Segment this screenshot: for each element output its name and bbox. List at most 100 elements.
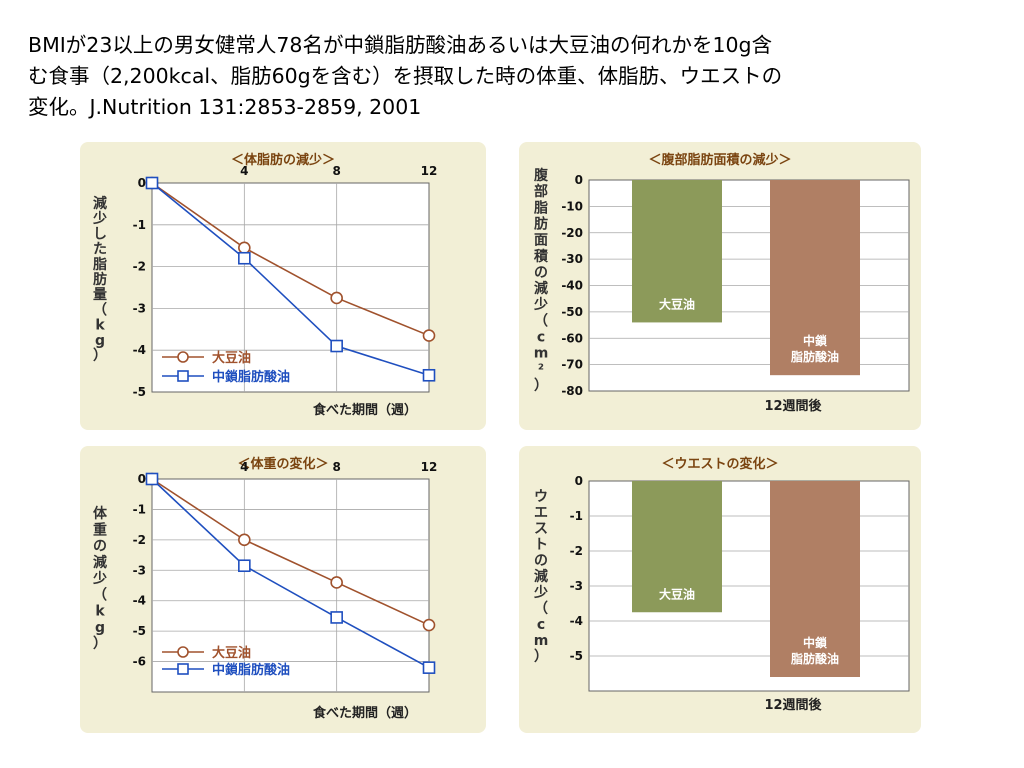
header-line-3: 変化。J.Nutrition 131:2853-2859, 2001 <box>28 95 422 119</box>
y-axis-label-char: （ <box>534 601 548 617</box>
data-point-square <box>238 559 251 573</box>
y-axis-label-char: c <box>537 330 545 346</box>
y-axis-label-char: ウ <box>534 489 548 505</box>
legend-label: 大豆油 <box>212 350 251 366</box>
panel-waist: ＜ウエストの変化＞ 12週間後 0 -1 -2 -3 -4 -5 ウエストの減少（ c m） 大豆… <box>519 446 921 733</box>
body-weight-chart: ＜体重の変化＞ 食べた期間（週） 0 -1 -2 -3 -4 -5 -6 体重の減少（ k g ） 4… <box>92 456 438 721</box>
bar-label-line: 大豆油 <box>659 586 695 601</box>
bar-1 <box>770 180 860 376</box>
chart-title: ＜体重の変化＞ <box>237 456 328 472</box>
y-tick-label: -2 <box>570 544 583 558</box>
y-axis-label-char: m <box>534 346 549 362</box>
y-axis-label-char: 少 <box>533 296 548 313</box>
legend-marker-square <box>177 370 189 382</box>
x-tick-label: 8 <box>332 460 340 474</box>
y-axis-label-char: 肪 <box>534 215 548 232</box>
y-axis-label-char: c <box>537 617 545 633</box>
legend-marker-circle <box>177 646 189 658</box>
y-axis-label-char: の <box>534 265 548 281</box>
y-axis-label-char: g <box>95 620 105 636</box>
y-tick-label: 0 <box>138 176 146 190</box>
abdominal-fat-chart: ＜腹部脂肪面積の減少＞ 12週間後 0 -10 -20 -30 -40 -50 -60 -70… <box>533 152 910 414</box>
y-tick-label: -60 <box>561 331 583 345</box>
y-tick-label: 0 <box>575 474 583 488</box>
x-axis-label: 食べた期間（週） <box>313 705 417 721</box>
x-axis-label: 12週間後 <box>764 697 822 713</box>
y-axis-label-char: ス <box>534 521 548 537</box>
legend-label: 中鎖脂肪酸油 <box>212 662 290 678</box>
x-tick-label: 12 <box>421 460 438 474</box>
data-point-square <box>145 176 159 190</box>
bar-label-line: 大豆油 <box>659 296 695 311</box>
legend-marker-circle <box>177 351 189 363</box>
y-tick-label: -5 <box>133 385 146 399</box>
panel-abdominal-fat: ＜腹部脂肪面積の減少＞ 12週間後 0 -10 -20 -30 -40 -50 -60 -70… <box>519 142 921 430</box>
chart-title: ＜体脂肪の減少＞ <box>231 152 335 168</box>
data-point-circle <box>330 576 343 589</box>
y-tick-label: -2 <box>133 260 146 274</box>
y-axis-label-char: k <box>95 604 105 620</box>
x-tick-label: 4 <box>240 460 248 474</box>
x-tick-label: 12 <box>421 164 438 178</box>
x-tick-label: 8 <box>332 164 340 178</box>
header-line-1: BMIが23以上の男女健常人78名が中鎖脂肪酸油あるいは大豆油の何れかを10g含 <box>28 33 773 57</box>
y-axis-label: 減少した脂肪量（ k g） <box>92 195 107 364</box>
plot-background <box>151 182 430 393</box>
y-tick-label: -3 <box>133 301 146 315</box>
bar-label: 中鎖脂肪酸油 <box>790 635 839 666</box>
y-tick-label: -50 <box>561 305 583 319</box>
y-tick-label: -4 <box>133 594 146 608</box>
chart-title: ＜腹部脂肪面積の減少＞ <box>648 152 791 168</box>
y-tick-label: -70 <box>561 358 583 372</box>
bar-0 <box>632 180 722 323</box>
data-point-square <box>330 611 343 624</box>
series-line-1 <box>151 478 430 669</box>
y-axis-label-char: m <box>534 633 549 649</box>
bar-0 <box>632 481 722 613</box>
waist-chart: ＜ウエストの変化＞ 12週間後 0 -1 -2 -3 -4 -5 ウエストの減少（ c m ） 大豆… <box>533 456 910 713</box>
y-axis-label-char: ） <box>534 649 548 665</box>
data-point-circle <box>422 329 436 342</box>
y-axis-label-char: た <box>93 242 107 258</box>
data-point-square <box>330 339 343 353</box>
y-tick-label: 0 <box>138 472 146 486</box>
chart-title: ＜ウエストの変化＞ <box>661 456 778 472</box>
y-tick-label: -30 <box>561 252 583 266</box>
plot-background <box>151 478 430 693</box>
bar-label-line: 脂肪酸油 <box>790 651 839 666</box>
y-axis-label-char: （ <box>534 313 548 329</box>
x-axis-label: 12週間後 <box>764 398 822 414</box>
legend-marker-square <box>177 663 189 675</box>
y-axis-label-char: 少 <box>92 210 107 227</box>
y-axis-label: ウエストの減少（ c m） <box>533 489 548 665</box>
data-point-square <box>422 368 436 382</box>
y-axis-label-char: し <box>93 226 107 242</box>
y-axis-label-char: ） <box>534 378 548 394</box>
y-tick-label: -4 <box>133 343 146 357</box>
y-tick-label: -5 <box>133 624 146 638</box>
y-axis-label-char: 脂 <box>533 199 548 216</box>
plot-area: 0 -10 -20 -30 -40 -50 -60 -70 -80 腹部脂肪面積の減少（ c m ² ） 大… <box>533 167 910 398</box>
legend-label: 大豆油 <box>212 645 251 661</box>
y-tick-label: -40 <box>561 279 583 293</box>
y-axis-label-char: 脂 <box>92 256 107 273</box>
bar-label-line: 脂肪酸油 <box>790 349 839 364</box>
y-tick-label: -1 <box>133 502 146 516</box>
y-axis-label-char: の <box>93 539 107 555</box>
header-text: BMIが23以上の男女健常人78名が中鎖脂肪酸油あるいは大豆油の何れかを10g含… <box>28 30 988 123</box>
data-point-circle <box>330 291 343 305</box>
bar-label-line: 中鎖 <box>803 635 828 650</box>
y-axis-label-char: （ <box>93 587 107 603</box>
y-tick-label: -3 <box>570 579 583 593</box>
y-axis-label-char: ² <box>538 362 544 378</box>
panel-body-weight: ＜体重の変化＞ 食べた期間（週） 0 -1 -2 -3 -4 -5 -6 体重の減少（ k g） 4… <box>80 446 486 733</box>
y-tick-label: -1 <box>570 509 583 523</box>
y-tick-label: -20 <box>561 226 583 240</box>
y-axis-label-char: 少 <box>533 584 548 601</box>
data-point-square <box>422 661 436 674</box>
y-tick-label: -1 <box>133 218 146 232</box>
panel-body-fat: ＜体脂肪の減少＞ 食べた期間（週） 0 -1 -2 -3 -4 -5 減少した脂肪量（ k g）… <box>80 142 486 430</box>
data-point-square <box>238 251 251 265</box>
